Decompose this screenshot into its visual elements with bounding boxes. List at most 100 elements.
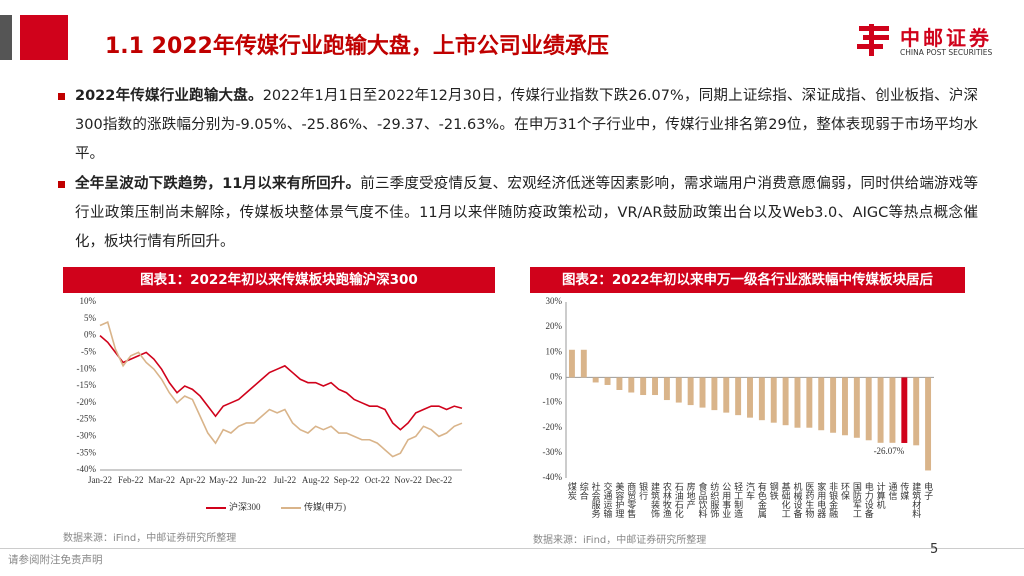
header-block <box>20 15 68 60</box>
y-tick-label: -35% <box>77 447 97 457</box>
bar <box>604 377 611 385</box>
bullet-text: 前三季度受疫情反复、宏观经济低迷等因素影响，需求端用户消费意愿偏弱，同时供给端游… <box>75 176 978 250</box>
bullet-bold: 2022年传媒行业跑输大盘。 <box>75 88 263 104</box>
x-tick-label: 家用电器 <box>816 481 826 518</box>
slide-title: 1.1 2022年传媒行业跑输大盘，上市公司业绩承压 <box>105 34 609 59</box>
x-tick-label: 环保 <box>840 482 850 501</box>
bar <box>889 377 896 443</box>
x-tick-label: Oct-22 <box>365 475 390 485</box>
x-tick-label: Jan-22 <box>88 475 112 485</box>
bar <box>794 377 801 428</box>
bar <box>913 377 920 446</box>
bar <box>616 377 623 390</box>
x-tick-label: 公用事业 <box>721 482 731 518</box>
bar <box>758 377 765 421</box>
header-bar <box>0 15 12 60</box>
y-tick-label: -20% <box>77 397 97 407</box>
bar <box>640 377 647 396</box>
x-tick-label: 汽车 <box>745 481 755 501</box>
disclaimer: 请参阅附注免责声明 <box>8 554 103 566</box>
bar <box>687 377 694 406</box>
x-tick-label: May-22 <box>209 475 238 485</box>
chart-title: 图表1：2022年初以来传媒板块跑输沪深300 <box>63 267 495 293</box>
x-tick-label: Mar-22 <box>148 475 175 485</box>
bullet: 全年呈波动下跌趋势，11月以来有所回升。前三季度受疫情反复、宏观经济低迷等因素影… <box>58 170 978 257</box>
bar <box>877 377 884 443</box>
x-tick-label: Feb-22 <box>118 475 144 485</box>
x-tick-label: Jun-22 <box>242 475 267 485</box>
x-tick-label: 房地产 <box>686 481 696 510</box>
source: 数据来源：iFind，中邮证券研究所整理 <box>63 533 237 544</box>
x-tick-label: 国防军工 <box>852 482 862 518</box>
bar <box>865 377 872 441</box>
bar <box>711 377 718 411</box>
line-series <box>99 334 463 431</box>
bar <box>770 377 777 423</box>
x-tick-label: Jul-22 <box>274 475 297 485</box>
x-tick-label: 有色金属 <box>757 481 767 519</box>
footer-line <box>0 548 1024 549</box>
x-tick-label: 医药生物 <box>804 482 814 519</box>
chart-title: 图表2：2022年初以来申万一级各行业涨跌幅中传媒板块居后 <box>530 267 965 293</box>
x-tick-label: 电子 <box>923 481 933 500</box>
y-tick-label: 30% <box>546 296 563 306</box>
line-series <box>99 321 463 458</box>
bar <box>901 377 908 443</box>
x-tick-label: 基础化工 <box>781 481 791 518</box>
x-tick-label: 电力设备 <box>864 481 874 518</box>
logo-name: 中邮证券 <box>900 26 992 50</box>
y-tick-label: -40% <box>543 472 563 482</box>
x-tick-label: Apr-22 <box>180 475 206 485</box>
bar <box>853 377 860 438</box>
x-tick-label: 计算机 <box>876 481 886 510</box>
y-tick-label: -15% <box>77 380 97 390</box>
x-tick-label: 建筑装饰 <box>650 481 660 519</box>
x-tick-label: 商贸零售 <box>626 481 636 519</box>
x-tick-label: Sep-22 <box>334 475 360 485</box>
page-number: 5 <box>930 542 939 557</box>
x-tick-label: 农林牧渔 <box>662 481 672 518</box>
x-tick-label: Nov-22 <box>394 475 422 485</box>
bar <box>699 377 706 408</box>
source: 数据来源：iFind，中邮证券研究所整理 <box>533 535 707 546</box>
x-tick-label: 纺织服饰 <box>709 481 719 519</box>
x-tick-label: Dec-22 <box>426 475 453 485</box>
bar <box>652 377 658 396</box>
y-tick-label: -30% <box>543 447 563 457</box>
y-tick-label: -20% <box>543 422 563 432</box>
y-tick-label: 20% <box>546 321 563 331</box>
y-tick-label: -40% <box>77 464 97 474</box>
bar <box>723 377 730 413</box>
x-tick-label: 非银金融 <box>828 481 838 519</box>
bar <box>628 377 635 393</box>
x-tick-label: 交通运输 <box>603 481 613 519</box>
x-tick-label: 钢铁 <box>769 481 779 501</box>
legend-label: 传媒(申万) <box>304 501 346 512</box>
x-tick-label: 建筑材料 <box>911 481 921 519</box>
y-tick-label: 10% <box>546 346 563 356</box>
bar <box>568 349 575 378</box>
legend-label: 沪深300 <box>229 501 261 512</box>
bar <box>782 377 789 426</box>
x-tick-label: 银行 <box>638 481 648 501</box>
x-tick-label: 美容护理 <box>614 481 624 518</box>
x-tick-label: 轻工制造 <box>733 481 743 519</box>
x-tick-label: 通信 <box>887 482 897 501</box>
bar <box>735 377 742 416</box>
x-tick-label: 机械设备 <box>792 481 802 518</box>
x-tick-label: 食品饮料 <box>698 481 708 519</box>
bar <box>580 349 587 378</box>
y-tick-label: 10% <box>80 296 97 306</box>
y-tick-label: -30% <box>77 430 97 440</box>
y-tick-label: -10% <box>77 363 97 373</box>
x-tick-label: 综合 <box>579 481 589 501</box>
bar <box>806 377 813 428</box>
y-tick-label: 5% <box>84 313 97 323</box>
x-tick-label: 传媒 <box>899 481 909 501</box>
bar <box>842 377 848 436</box>
bar <box>830 377 837 433</box>
bar <box>592 377 599 383</box>
x-tick-label: 煤炭 <box>567 481 577 501</box>
